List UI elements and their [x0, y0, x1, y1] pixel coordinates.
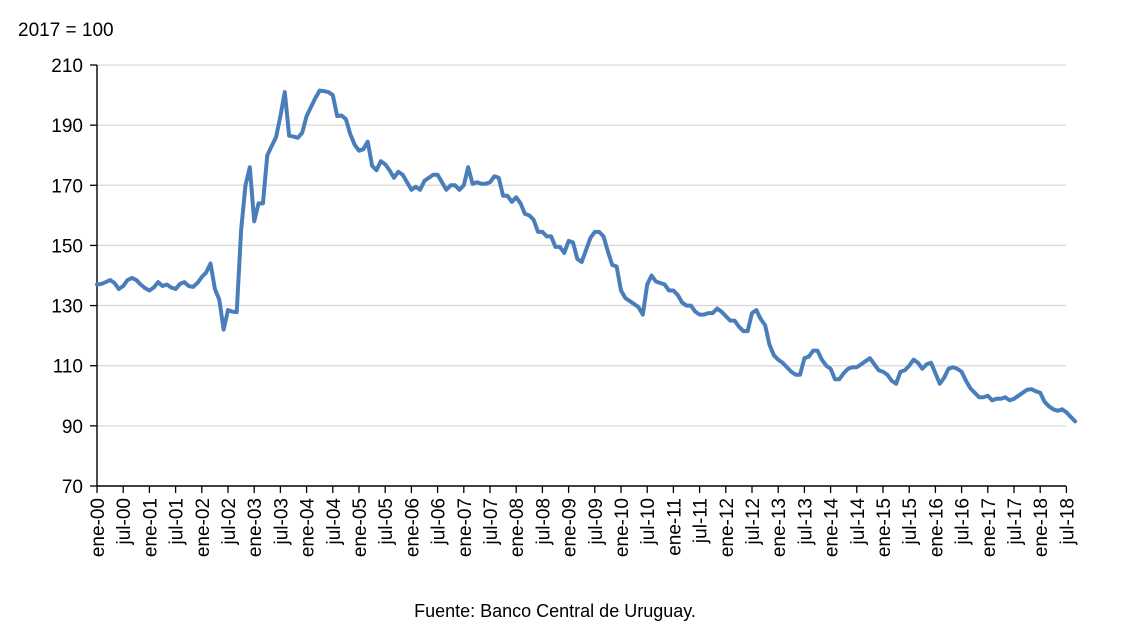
- x-tick-label: ene-11: [664, 498, 685, 556]
- x-tick-label: jul-12: [743, 498, 764, 545]
- x-tick-label: ene-04: [298, 498, 319, 558]
- unit-label: 2017 = 100: [18, 20, 114, 41]
- x-tick-label: jul-07: [481, 498, 502, 545]
- series-group: [95, 88, 1078, 424]
- x-tick-label: jul-16: [953, 498, 974, 545]
- y-axis-ticks: 70 90 110 130 150 170 190 210: [51, 56, 97, 498]
- y-tick-label: 150: [51, 236, 83, 257]
- x-tick-label: jul-11: [691, 498, 712, 544]
- x-tick-label: ene-15: [874, 498, 895, 557]
- source-note: Fuente: Banco Central de Uruguay.: [414, 601, 696, 621]
- series-line: [95, 88, 1078, 424]
- x-tick-label: ene-17: [979, 498, 1000, 557]
- x-tick-label: jul-01: [167, 498, 188, 545]
- y-tick-label: 170: [51, 176, 83, 197]
- x-tick-label: jul-13: [795, 498, 816, 545]
- x-tick-label: jul-15: [900, 498, 921, 545]
- x-tick-label: ene-12: [717, 498, 738, 557]
- x-tick-label: jul-00: [114, 498, 135, 545]
- gridlines: [97, 64, 1066, 427]
- x-axis-ticks: ene-00 jul-00 ene-01 jul-01 ene-02 jul-02 ene-…: [88, 486, 1078, 557]
- x-tick-label: jul-09: [586, 498, 607, 545]
- y-tick-label: 110: [53, 357, 83, 378]
- x-tick-label: jul-17: [1005, 498, 1026, 545]
- x-tick-label: ene-14: [822, 498, 843, 558]
- y-tick-label: 190: [51, 116, 83, 137]
- y-tick-label: 210: [51, 56, 83, 77]
- axes: [96, 65, 1066, 487]
- x-tick-label: ene-18: [1031, 498, 1052, 557]
- x-tick-label: jul-05: [376, 498, 397, 545]
- y-tick-label: 130: [51, 297, 83, 318]
- x-tick-label: ene-02: [193, 498, 214, 557]
- x-tick-label: ene-16: [926, 498, 947, 557]
- x-tick-label: ene-05: [350, 498, 371, 557]
- x-tick-label: jul-10: [638, 498, 659, 545]
- x-tick-label: ene-08: [507, 498, 528, 557]
- x-tick-label: ene-03: [245, 498, 266, 557]
- x-tick-label: jul-18: [1057, 498, 1078, 545]
- x-tick-label: ene-06: [402, 498, 423, 557]
- x-tick-label: ene-01: [140, 498, 161, 557]
- x-tick-label: ene-09: [560, 498, 581, 557]
- x-tick-label: ene-00: [88, 498, 109, 557]
- x-tick-label: jul-14: [848, 498, 869, 546]
- x-tick-label: jul-03: [271, 498, 292, 545]
- x-tick-label: jul-04: [324, 498, 345, 546]
- x-tick-label: ene-13: [769, 498, 790, 557]
- x-tick-label: ene-07: [455, 498, 476, 557]
- x-tick-label: ene-10: [612, 498, 633, 557]
- x-tick-label: jul-08: [533, 498, 554, 545]
- x-tick-label: jul-06: [429, 498, 450, 545]
- y-tick-label: 70: [62, 477, 83, 498]
- x-tick-label: jul-02: [219, 498, 240, 545]
- y-tick-label: 90: [62, 417, 83, 438]
